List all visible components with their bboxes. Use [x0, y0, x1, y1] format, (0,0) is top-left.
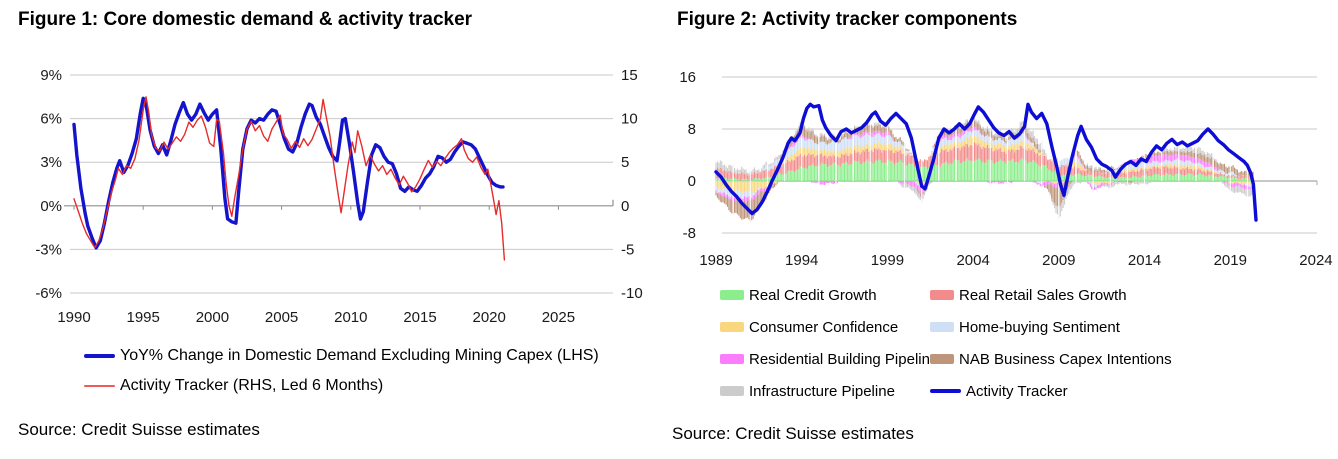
figure2-title: Figure 2: Activity tracker components	[677, 9, 1018, 30]
x-tick-label: 2025	[542, 309, 575, 326]
activity-tracker-line	[73, 96, 506, 261]
y-tick-label: 16	[679, 69, 696, 86]
legend-label: Residential Building Pipeline	[749, 350, 939, 368]
legend-item: YoY% Change in Domestic Demand Excluding…	[84, 341, 599, 371]
x-tick-label: 1994	[785, 252, 818, 269]
domestic-demand-line	[72, 96, 505, 250]
x-tick-label: 2015	[403, 309, 436, 326]
figure1-source: Source: Credit Suisse estimates	[18, 420, 260, 439]
x-tick-label: 1995	[127, 309, 160, 326]
x-tick-label: 2010	[334, 309, 367, 326]
legend-label: Home-buying Sentiment	[959, 318, 1120, 336]
y-tick-label: 0	[688, 173, 696, 190]
lightblue-box-swatch-icon	[930, 322, 954, 332]
x-tick-label: 2020	[473, 309, 506, 326]
legend-label: NAB Business Capex Intentions	[959, 350, 1172, 368]
y-tick-label: -8	[683, 225, 696, 242]
x-tick-label: 2014	[1128, 252, 1161, 269]
left-tick-label: 0%	[40, 198, 62, 215]
y-tick-label: 8	[688, 121, 696, 138]
figure1-legend: YoY% Change in Domestic Demand Excluding…	[84, 341, 599, 401]
legend-item: Consumer Confidence	[720, 316, 930, 338]
green-box-swatch-icon	[720, 290, 744, 300]
red-box-swatch-icon	[930, 290, 954, 300]
legend-item: Activity Tracker	[930, 380, 1270, 402]
legend-label: Infrastructure Pipeline	[749, 382, 895, 400]
left-tick-label: -3%	[35, 241, 62, 258]
right-tick-label: 15	[621, 67, 638, 84]
legend-item: NAB Business Capex Intentions	[930, 348, 1270, 370]
x-tick-label: 2019	[1214, 252, 1247, 269]
blue-line-swatch-icon	[84, 354, 115, 358]
x-tick-label: 2005	[265, 309, 298, 326]
legend-item: Residential Building Pipeline	[720, 348, 938, 370]
legend-label: Consumer Confidence	[749, 318, 899, 336]
left-tick-label: 9%	[40, 67, 62, 84]
legend-item: Home-buying Sentiment	[930, 316, 1270, 338]
x-tick-label: 1990	[57, 309, 90, 326]
blue-line-swatch-icon	[930, 389, 961, 393]
x-tick-label: 2009	[1042, 252, 1075, 269]
left-tick-label: -6%	[35, 285, 62, 302]
figure1-chart: 1990 1995 2000 2005 2010 2015 2020 2025 9% 6% 3% 0%…	[35, 67, 643, 326]
red-line-swatch-icon	[84, 385, 115, 387]
left-tick-label: 3%	[40, 154, 62, 171]
x-tick-label: 1989	[699, 252, 732, 269]
legend-label: Activity Tracker	[966, 382, 1068, 400]
legend-item: Activity Tracker (RHS, Led 6 Months)	[84, 371, 599, 401]
yellow-box-swatch-icon	[720, 322, 744, 332]
legend-label: Activity Tracker (RHS, Led 6 Months)	[120, 377, 384, 394]
right-tick-label: 10	[621, 111, 638, 128]
right-tick-label: -5	[621, 241, 634, 258]
activity-tracker-line	[714, 102, 1258, 222]
magenta-box-swatch-icon	[720, 354, 744, 364]
figure1-title: Figure 1: Core domestic demand & activit…	[18, 9, 473, 30]
right-tick-label: 0	[621, 198, 629, 215]
legend-label: YoY% Change in Domestic Demand Excluding…	[120, 347, 599, 364]
legend-label: Real Credit Growth	[749, 286, 877, 304]
left-tick-label: 6%	[40, 111, 62, 128]
legend-item: Real Retail Sales Growth	[930, 284, 1270, 306]
x-tick-label: 2024	[1299, 252, 1332, 269]
right-tick-label: -10	[621, 285, 643, 302]
figure2-source: Source: Credit Suisse estimates	[672, 424, 914, 443]
legend-label: Real Retail Sales Growth	[959, 286, 1127, 304]
brown-box-swatch-icon	[930, 354, 954, 364]
x-tick-label: 2004	[956, 252, 989, 269]
legend-item: Real Credit Growth	[720, 284, 930, 306]
figure2-legend: Real Credit Growth Real Retail Sales Gro…	[720, 284, 1270, 402]
stacked-bars	[715, 118, 1254, 222]
legend-item: Infrastructure Pipeline	[720, 380, 930, 402]
x-tick-label: 1999	[871, 252, 904, 269]
x-tick-label: 2000	[196, 309, 229, 326]
right-tick-label: 5	[621, 154, 629, 171]
gray-box-swatch-icon	[720, 386, 744, 396]
